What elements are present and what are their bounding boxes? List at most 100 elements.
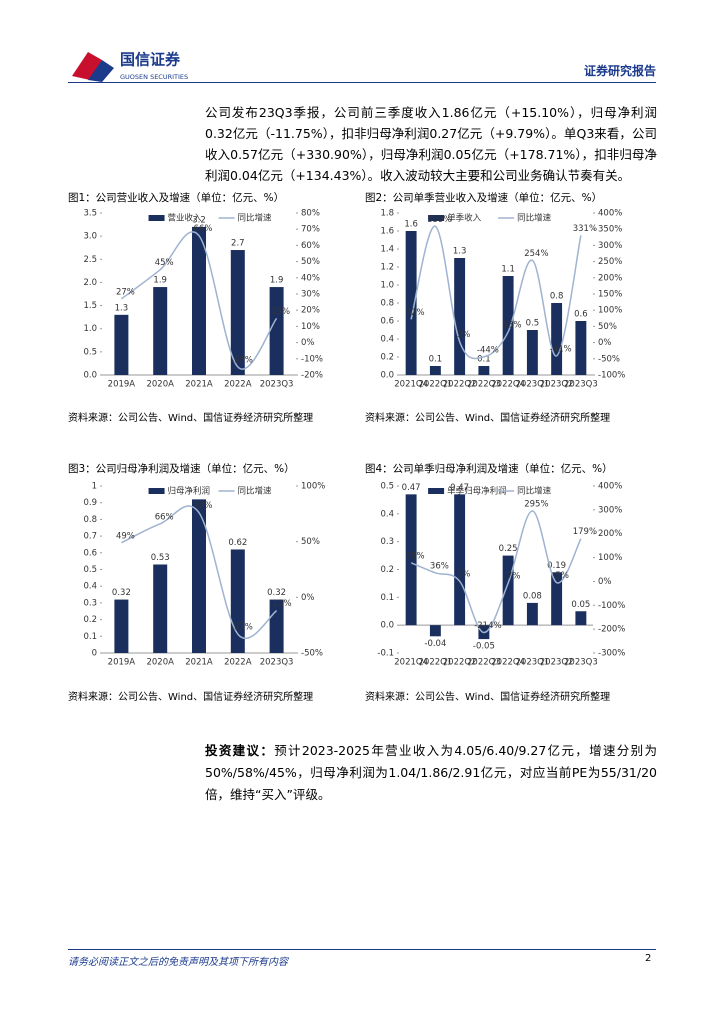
bar (526, 602, 538, 626)
line-label: -41% (550, 344, 572, 354)
line-label: -15% (231, 355, 253, 365)
y-tick-label: 0.2 (380, 353, 394, 363)
figure-title: 图2：公司单季营业收入及增速（单位：亿元、%） (365, 192, 603, 204)
legend-label: 单季收入 (447, 213, 482, 224)
bar-label: 0.47 (450, 483, 469, 493)
line-label: 15% (271, 307, 290, 317)
y2-tick-label: -100% (598, 601, 625, 611)
y2-tick-label: 50% (598, 322, 617, 332)
y-tick-label: 0.4 (380, 335, 394, 345)
y2-tick-label: -10% (301, 354, 323, 364)
y2-tick-label: -50% (598, 354, 620, 364)
y2-tick-label: 350% (598, 225, 622, 235)
y2-tick-label: 200% (598, 273, 622, 283)
x-tick-label: 2023Q3 (260, 380, 294, 390)
y-tick-label: 0.2 (83, 615, 97, 625)
y-tick-label: 2.5 (83, 255, 97, 265)
y2-tick-label: 80% (301, 209, 320, 219)
y-tick-label: 0.6 (380, 317, 394, 327)
y-tick-label: 0.2 (380, 565, 394, 575)
paragraph: 公司发布23Q3季报，公司前三季度收入1.86亿元（+15.10%），归母净利润… (205, 105, 657, 183)
y-tick-label: 0.0 (83, 371, 97, 381)
legend-label: 归母净利润 (168, 486, 211, 497)
line-label: 72% (406, 308, 425, 318)
y-tick-label: 0.5 (83, 347, 97, 357)
y-tick-label: 1 (92, 482, 97, 492)
legend-label: 同比增速 (238, 486, 273, 497)
bar (526, 330, 538, 375)
y-tick-label: 1.5 (83, 301, 97, 311)
bar (502, 555, 514, 626)
y2-tick-label: 400% (598, 482, 622, 492)
x-tick-label: 2023Q3 (564, 658, 598, 668)
y2-tick-label: -100% (598, 371, 625, 381)
y2-tick-label: 0% (301, 338, 315, 348)
line-label: 78% (406, 551, 425, 561)
bar (502, 276, 514, 375)
y-tick-label: 0 (92, 649, 97, 659)
y2-tick-label: 70% (301, 225, 320, 235)
line-label: 359% (427, 215, 451, 225)
x-tick-label: 2021Q4 (394, 380, 428, 390)
line-label: 179% (573, 527, 597, 537)
company-en: GUOSEN SECURITIES (120, 73, 188, 81)
x-tick-label: 2022Q2 (443, 658, 477, 668)
legend-swatch (428, 488, 445, 494)
figure-title: 图3：公司归母净利润及增速（单位：亿元、%） (68, 463, 295, 475)
logo: 国信证券 GUOSEN SECURITIES (72, 51, 188, 82)
y-tick-label: 0.3 (83, 598, 97, 608)
source: 资料来源：公司公告、Wind、国信证券经济研究所整理 (365, 692, 611, 703)
y-tick-label: 0.0 (380, 371, 394, 381)
bar (429, 625, 441, 637)
bar-label: 0.53 (151, 553, 170, 563)
x-tick-label: 2022Q3 (467, 380, 501, 390)
y-tick-label: 2.0 (83, 278, 97, 288)
y2-tick-label: 200% (598, 529, 622, 539)
y-tick-label: 1.6 (380, 227, 394, 237)
x-tick-label: 2020A (146, 380, 174, 390)
x-tick-label: 2021Q4 (394, 658, 428, 668)
y-tick-label: 0.1 (380, 593, 394, 603)
legend-swatch (428, 215, 445, 221)
chart: 0.0 0.5 1.0 1.5 2.0 2.5 3.0 3.5 -20% -10% 0% 10% 20%… (83, 209, 323, 390)
bar (192, 499, 206, 653)
bar (230, 250, 245, 375)
bar (269, 599, 284, 653)
x-tick-label: 2023Q3 (564, 380, 598, 390)
y-tick-label: 0.7 (83, 532, 97, 542)
y-tick-label: 1.0 (380, 281, 394, 291)
header-rule (68, 82, 656, 83)
legend-label: 单季归母净利润 (447, 486, 507, 497)
x-tick-label: 2019A (108, 658, 136, 668)
y-tick-label: 3.0 (83, 232, 97, 242)
legend-label: 同比增速 (238, 213, 273, 224)
y2-tick-label: 50% (301, 537, 320, 547)
line-label: 45% (155, 258, 174, 268)
x-tick-label: 2022Q4 (491, 658, 525, 668)
y2-tick-label: 10% (301, 322, 320, 332)
y-tick-label: 1.2 (380, 263, 394, 273)
x-tick-label: 2022Q1 (419, 380, 453, 390)
bar-label: 0.1 (477, 355, 491, 365)
y-tick-label: 0.4 (83, 582, 97, 592)
y-tick-label: 0.0 (380, 621, 394, 631)
y2-tick-label: 0% (301, 593, 315, 603)
chart: 0 0.1 0.2 0.3 0.4 0.5 0.6 0.7 0.8 0.9 1 -50% 0% 50% 10… (83, 482, 325, 668)
disclaimer: 请务必阅读正文之后的免责声明及其项下所有内容 (68, 957, 288, 968)
figure-title: 图4：公司单季归母净利润及增速（单位：亿元、%） (365, 463, 613, 475)
bar (405, 494, 417, 626)
y-tick-label: 0.8 (83, 515, 97, 525)
y2-tick-label: 30% (301, 290, 320, 300)
line-label: 295% (524, 500, 548, 510)
line-label: -7% (504, 572, 521, 582)
y2-tick-label: -200% (598, 625, 625, 635)
bar-label: -0.05 (473, 642, 495, 652)
x-tick-label: 2022Q4 (491, 380, 525, 390)
bar-label: 0.62 (228, 538, 247, 548)
y2-tick-label: 60% (301, 241, 320, 251)
bar-label: 1.9 (153, 276, 167, 286)
bar-label: 0.8 (550, 292, 564, 302)
line-label: -12% (270, 599, 292, 609)
y-tick-label: 0.5 (83, 565, 97, 575)
x-tick-label: 2023Q1 (516, 380, 550, 390)
